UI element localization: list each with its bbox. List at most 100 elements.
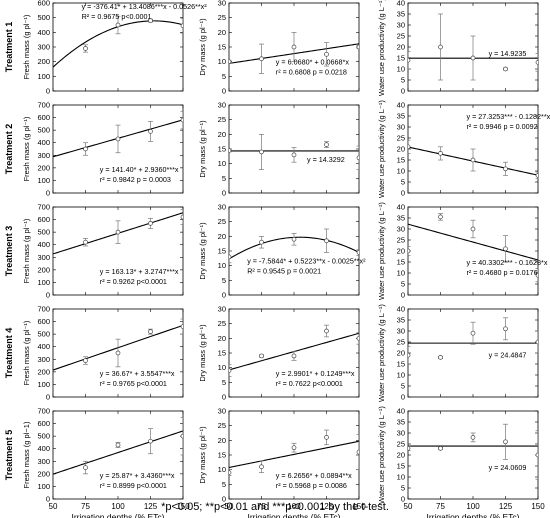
data-point bbox=[180, 433, 183, 439]
y-tick-label: 15 bbox=[397, 462, 405, 471]
y-tick-label: 30 bbox=[397, 225, 405, 234]
y-tick-label: 0 bbox=[222, 393, 226, 402]
y-tick-label: 25 bbox=[218, 319, 226, 328]
y-tick-label: 0 bbox=[401, 393, 405, 402]
y-tick-label: 25 bbox=[397, 440, 405, 449]
data-layer bbox=[53, 110, 183, 158]
x-tick-label: 50 bbox=[225, 502, 234, 511]
y-tick-label: 30 bbox=[397, 123, 405, 132]
data-point bbox=[148, 438, 153, 444]
x-axis-label: Irrigation depths (% ETc) bbox=[247, 512, 340, 518]
x-tick-label: 125 bbox=[499, 502, 513, 511]
y-tick-label: 5 bbox=[222, 378, 226, 387]
data-point bbox=[535, 272, 538, 278]
data-layer bbox=[53, 15, 183, 68]
y-tick-label: 5 bbox=[222, 276, 226, 285]
y-tick-label: 700 bbox=[37, 305, 50, 314]
regression-equation: y = 14.3292 bbox=[307, 155, 345, 164]
y-tick-label: 400 bbox=[37, 240, 50, 249]
y-tick-label: 15 bbox=[218, 145, 226, 154]
data-layer bbox=[53, 416, 183, 475]
data-point bbox=[438, 151, 443, 156]
data-point bbox=[148, 18, 153, 23]
y-tick-label: 600 bbox=[37, 215, 50, 224]
x-tick-label: 100 bbox=[111, 502, 125, 511]
x-tick-label: 150 bbox=[531, 502, 545, 511]
y-tick-label: 0 bbox=[46, 87, 50, 96]
y-tick-label: 30 bbox=[397, 327, 405, 336]
data-layer bbox=[229, 31, 359, 74]
y-tick-label: 15 bbox=[218, 247, 226, 256]
y-tick-label: 0 bbox=[46, 393, 50, 402]
y-tick-label: 100 bbox=[37, 278, 50, 287]
data-point bbox=[83, 46, 88, 51]
figure-footnote: *p<0.05; **p<0.01 and ***p<0.001 by the … bbox=[161, 501, 389, 513]
data-point bbox=[291, 445, 297, 451]
data-point bbox=[438, 446, 443, 451]
regression-equation: r² = 0.9946 p = 0.0092 bbox=[467, 122, 538, 131]
x-tick-label: 75 bbox=[257, 502, 266, 511]
y-tick-label: 20 bbox=[397, 145, 405, 154]
y-tick-label: 10 bbox=[218, 465, 226, 474]
regression-equation: y = 2.9901* + 0.1249***x bbox=[276, 369, 355, 378]
x-tick-label: 75 bbox=[81, 502, 90, 511]
data-point bbox=[356, 250, 359, 255]
data-point bbox=[356, 335, 359, 341]
data-point bbox=[438, 44, 443, 50]
y-tick-label: 30 bbox=[218, 101, 226, 110]
y-tick-label: 600 bbox=[37, 317, 50, 326]
data-point bbox=[356, 44, 359, 50]
panel-r1-c1: 0 100 200 300 400 500 600 Fresh mass (g pl⁻¹) y … bbox=[22, 0, 207, 96]
y-tick-label: 35 bbox=[397, 316, 405, 325]
y-axis-label: Dry mass (g pl⁻¹) bbox=[198, 120, 207, 178]
panel-r2-c1: 0 100 200 300 400 500 600 700 Fresh mass (g pl⁻¹… bbox=[22, 101, 184, 198]
regression-equation: y = 24.4847 bbox=[489, 350, 527, 359]
regression-equation: R² = 0.9675 p<0.0001 bbox=[82, 12, 152, 21]
y-axis-label: Water use productivity (g L⁻¹) bbox=[377, 202, 386, 300]
y-tick-label: 30 bbox=[218, 305, 226, 314]
y-axis-label: Dry mass (g pl⁻¹) bbox=[198, 324, 207, 382]
y-tick-label: 200 bbox=[37, 469, 50, 478]
y-tick-label: 40 bbox=[397, 0, 405, 8]
y-tick-label: 5 bbox=[222, 480, 226, 489]
y-axis-label: Dry mass (g pl⁻¹) bbox=[198, 18, 207, 76]
data-point bbox=[408, 352, 411, 358]
data-point bbox=[470, 226, 476, 232]
y-tick-label: 5 bbox=[222, 72, 226, 81]
data-point bbox=[470, 55, 476, 61]
data-layer bbox=[229, 324, 359, 377]
y-tick-label: 10 bbox=[397, 65, 405, 74]
y-tick-label: 25 bbox=[218, 421, 226, 430]
y-tick-label: 600 bbox=[37, 0, 50, 8]
data-point bbox=[148, 220, 153, 226]
data-point bbox=[535, 339, 538, 345]
y-tick-label: 500 bbox=[37, 228, 50, 237]
data-layer bbox=[229, 228, 359, 264]
y-tick-label: 300 bbox=[37, 253, 50, 262]
y-axis-label: Dry mass (g pl⁻¹) bbox=[198, 222, 207, 280]
y-axis-label: Water use productivity (g L⁻¹) bbox=[377, 0, 386, 96]
y-tick-label: 40 bbox=[397, 203, 405, 212]
y-axis-label: Water use productivity (g L⁻¹) bbox=[377, 304, 386, 402]
y-tick-label: 700 bbox=[37, 407, 50, 416]
y-tick-label: 700 bbox=[37, 101, 50, 110]
panel-r2-c2: 0 5 10 15 20 25 30 Dry mass (g pl⁻¹) y = 14.3292 bbox=[198, 101, 360, 198]
row-label: Treatment 2 bbox=[4, 124, 14, 175]
y-tick-label: 10 bbox=[397, 473, 405, 482]
y-tick-label: 20 bbox=[397, 451, 405, 460]
y-tick-label: 0 bbox=[401, 87, 405, 96]
regression-equation: y = 141.40* + 2.9360***x bbox=[100, 165, 179, 174]
y-axis-label: Fresh mass (g pl⁻¹) bbox=[22, 116, 31, 181]
y-tick-label: 30 bbox=[218, 407, 226, 416]
panel-r5-c3: 0 5 10 15 20 25 30 35 40 50 75 100 125 150 Water use p… bbox=[377, 406, 545, 511]
y-tick-label: 200 bbox=[37, 163, 50, 172]
y-tick-label: 100 bbox=[37, 72, 50, 81]
regression-equation: r² = 0.5968 p = 0.0086 bbox=[276, 481, 347, 490]
y-tick-label: 20 bbox=[218, 130, 226, 139]
panel-r4-c2: 0 5 10 15 20 25 30 Dry mass (g pl⁻¹) y = 2.9901*… bbox=[198, 305, 360, 402]
y-tick-label: 5 bbox=[222, 174, 226, 183]
regression-equation: y = 6.0680* + 0.0668*x bbox=[276, 58, 350, 67]
data-layer bbox=[408, 423, 538, 480]
row-label: Treatment 1 bbox=[4, 22, 14, 73]
data-point bbox=[503, 439, 508, 445]
